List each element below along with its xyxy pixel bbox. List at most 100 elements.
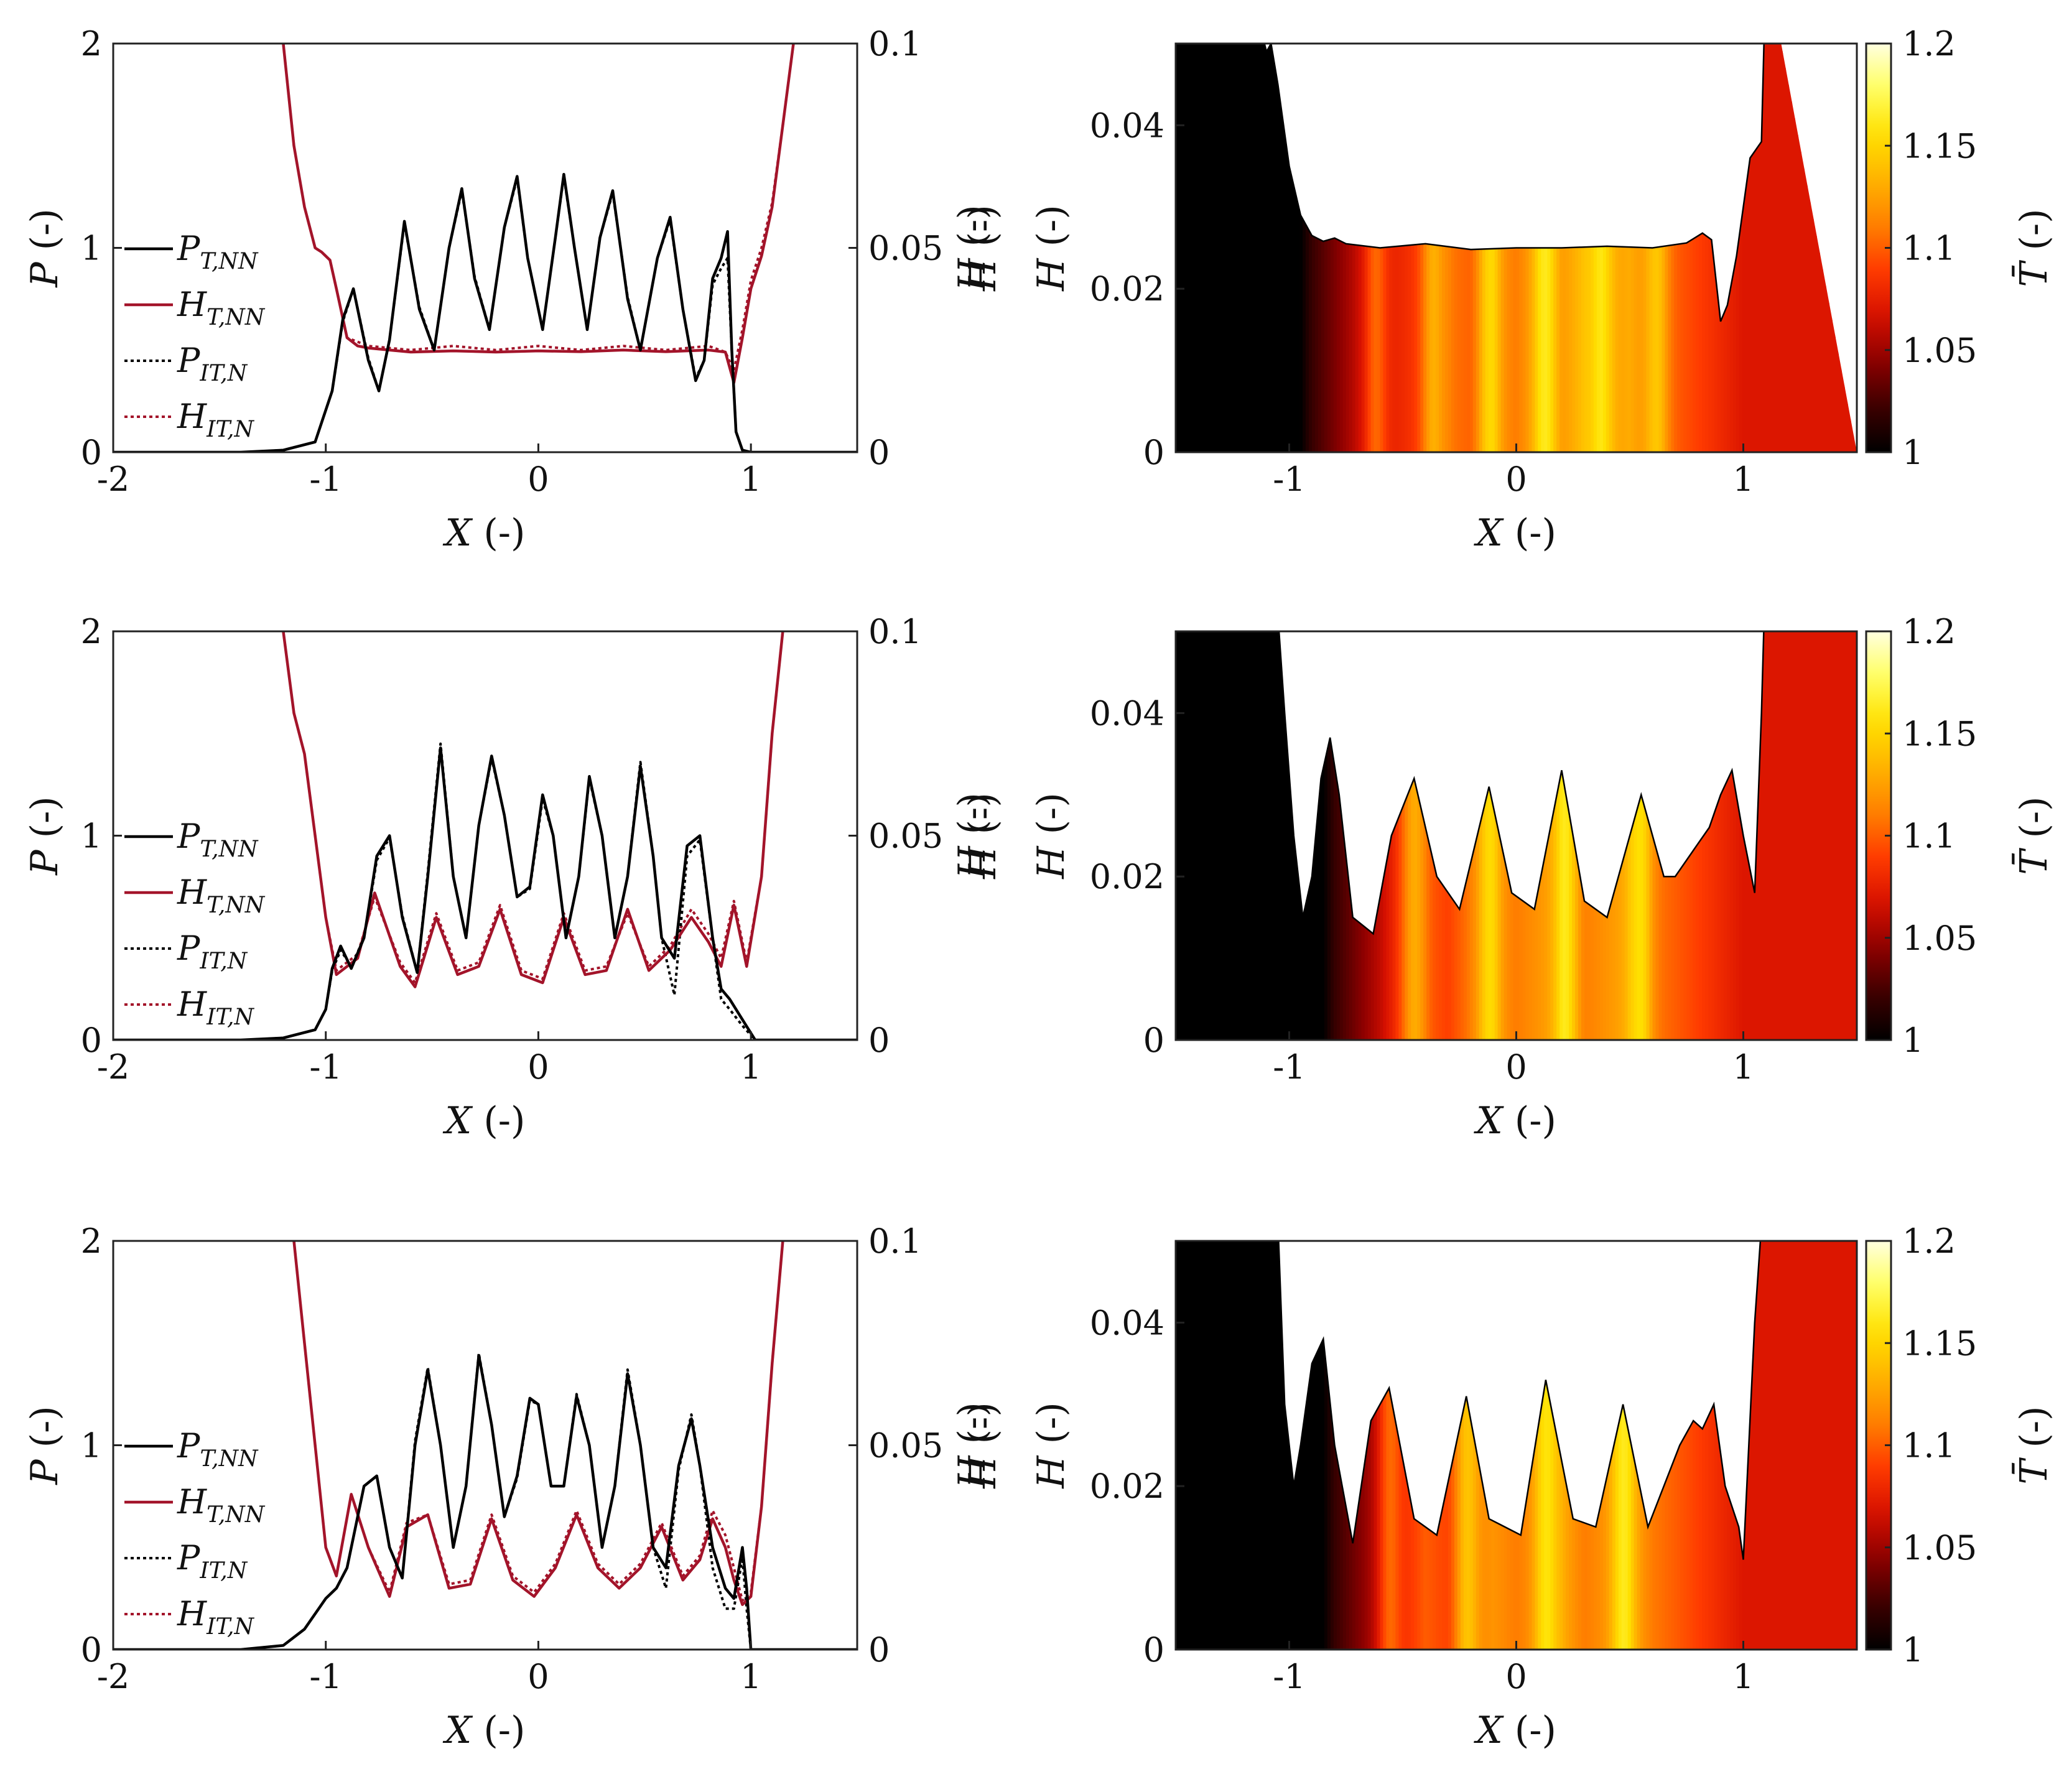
heatmap-cell <box>1488 1241 1492 1650</box>
x-tick-label: 1 <box>740 460 761 499</box>
heatmap-cell <box>1240 631 1245 1040</box>
heatmap-cell <box>1262 44 1267 452</box>
heatmap-cell <box>1525 631 1530 1040</box>
heatmap-cell <box>1429 44 1433 452</box>
heatmap-cell <box>1748 631 1752 1040</box>
heatmap-cell <box>1225 44 1229 452</box>
heatmap-cell <box>1760 1241 1765 1650</box>
heatmap-cell <box>1179 1241 1183 1650</box>
heatmap-cell <box>1816 44 1821 452</box>
heatmap-cell <box>1519 1241 1523 1650</box>
heatmap-cell <box>1770 1241 1774 1650</box>
heatmap-cell <box>1547 1241 1551 1650</box>
y-tick-label: 0 <box>1143 1630 1164 1669</box>
heatmap-cell <box>1572 1241 1576 1650</box>
heatmap-cell <box>1275 1241 1279 1650</box>
heatmap-cell <box>1665 44 1669 452</box>
heatmap-cell <box>1677 631 1681 1040</box>
heatmap-cell <box>1525 1241 1530 1650</box>
heatmap-cell <box>1516 1241 1520 1650</box>
heatmap-cell <box>1851 631 1854 1040</box>
heatmap-cell <box>1711 631 1715 1040</box>
heatmap-cell <box>1176 44 1179 452</box>
heatmap-cell <box>1303 1241 1306 1650</box>
heatmap-cell <box>1284 1241 1288 1650</box>
heatmap-cell <box>1367 631 1372 1040</box>
heatmap-cell <box>1637 1241 1641 1650</box>
heatmap-cell <box>1813 631 1818 1040</box>
heatmap-cell <box>1708 631 1712 1040</box>
legend-entry: PIT,N <box>177 929 248 974</box>
heatmap-cell <box>1219 631 1223 1040</box>
y-tick-label: 0 <box>1143 1021 1164 1060</box>
heatmap-cell <box>1816 631 1821 1040</box>
colorbar-label: T̄ (-) <box>2012 796 2056 875</box>
heatmap-cell <box>1315 44 1319 452</box>
x-tick-label: 0 <box>528 460 549 499</box>
y-tick-label: 0.04 <box>1090 694 1164 733</box>
heatmap-cell <box>1342 1241 1347 1650</box>
heatmap-cell <box>1497 1241 1502 1650</box>
x-axis-label: X (-) <box>443 1099 526 1143</box>
heatmap-cell <box>1624 1241 1629 1650</box>
heatmap-cell <box>1510 1241 1514 1650</box>
heatmap-cell <box>1380 631 1384 1040</box>
legend-entry: HT,NN <box>177 873 266 918</box>
y-left-axis-label: P (-) <box>23 208 67 288</box>
heatmap-cell <box>1299 631 1303 1040</box>
heatmap-cell <box>1460 1241 1464 1650</box>
heatmap-cell <box>1259 44 1263 452</box>
heatmap-cell <box>1408 44 1412 452</box>
heatmap-cell <box>1851 44 1854 452</box>
heatmap-cell <box>1318 44 1322 452</box>
heatmap-cell <box>1411 1241 1415 1650</box>
heatmap-cell <box>1615 1241 1619 1650</box>
heatmap-cell <box>1389 1241 1393 1650</box>
y-tick-label: 0.02 <box>1090 1467 1164 1506</box>
heatmap-cell <box>1191 44 1195 452</box>
heatmap-cell <box>1448 631 1452 1040</box>
heatmap-cell <box>1457 631 1461 1040</box>
heatmap-cell <box>1364 631 1369 1040</box>
heatmap-cell <box>1513 631 1517 1040</box>
x-tick-label: -1 <box>309 460 342 499</box>
heatmap-cell <box>1306 631 1309 1040</box>
heatmap-cell <box>1222 44 1226 452</box>
heatmap-cell <box>1306 1241 1309 1650</box>
heatmap-cell <box>1792 44 1796 452</box>
heatmap-cell <box>1377 631 1381 1040</box>
heatmap-cell <box>1476 1241 1480 1650</box>
heatmap-cell <box>1835 1241 1839 1650</box>
heatmap-cell <box>1318 1241 1322 1650</box>
heatmap-cell <box>1736 631 1740 1040</box>
heatmap-cell <box>1513 1241 1517 1650</box>
heatmap-cell <box>1652 1241 1657 1650</box>
heatmap-cell <box>1370 44 1375 452</box>
heatmap-cell <box>1668 44 1672 452</box>
heatmap-cell <box>1479 631 1483 1040</box>
heatmap-cell <box>1599 44 1604 452</box>
heatmap-cell <box>1414 631 1418 1040</box>
y-axis-label-outer: H (-) <box>961 792 1005 880</box>
heatmap-cell <box>1420 631 1424 1040</box>
heatmap-cell <box>1721 44 1724 452</box>
heatmap-cell <box>1838 1241 1842 1650</box>
heatmap-cell <box>1550 631 1555 1040</box>
y-tick-label: 0.02 <box>1090 269 1164 309</box>
heatmap-cell <box>1680 44 1685 452</box>
heatmap-cell <box>1386 1241 1390 1650</box>
heatmap-cell <box>1553 1241 1557 1650</box>
heatmap-cell <box>1237 631 1242 1040</box>
heatmap-cell <box>1606 1241 1610 1650</box>
heatmap-cell <box>1401 1241 1406 1650</box>
heatmap-cell <box>1829 1241 1833 1650</box>
heatmap-cell <box>1491 631 1495 1040</box>
heatmap-cell <box>1333 631 1337 1040</box>
heatmap-cell <box>1785 631 1790 1040</box>
legend-entry: PT,NN <box>177 229 259 274</box>
heatmap-cell <box>1389 44 1393 452</box>
heatmap-cell <box>1621 631 1625 1040</box>
heatmap-cell <box>1569 631 1573 1040</box>
heatmap-cell <box>1702 1241 1706 1650</box>
